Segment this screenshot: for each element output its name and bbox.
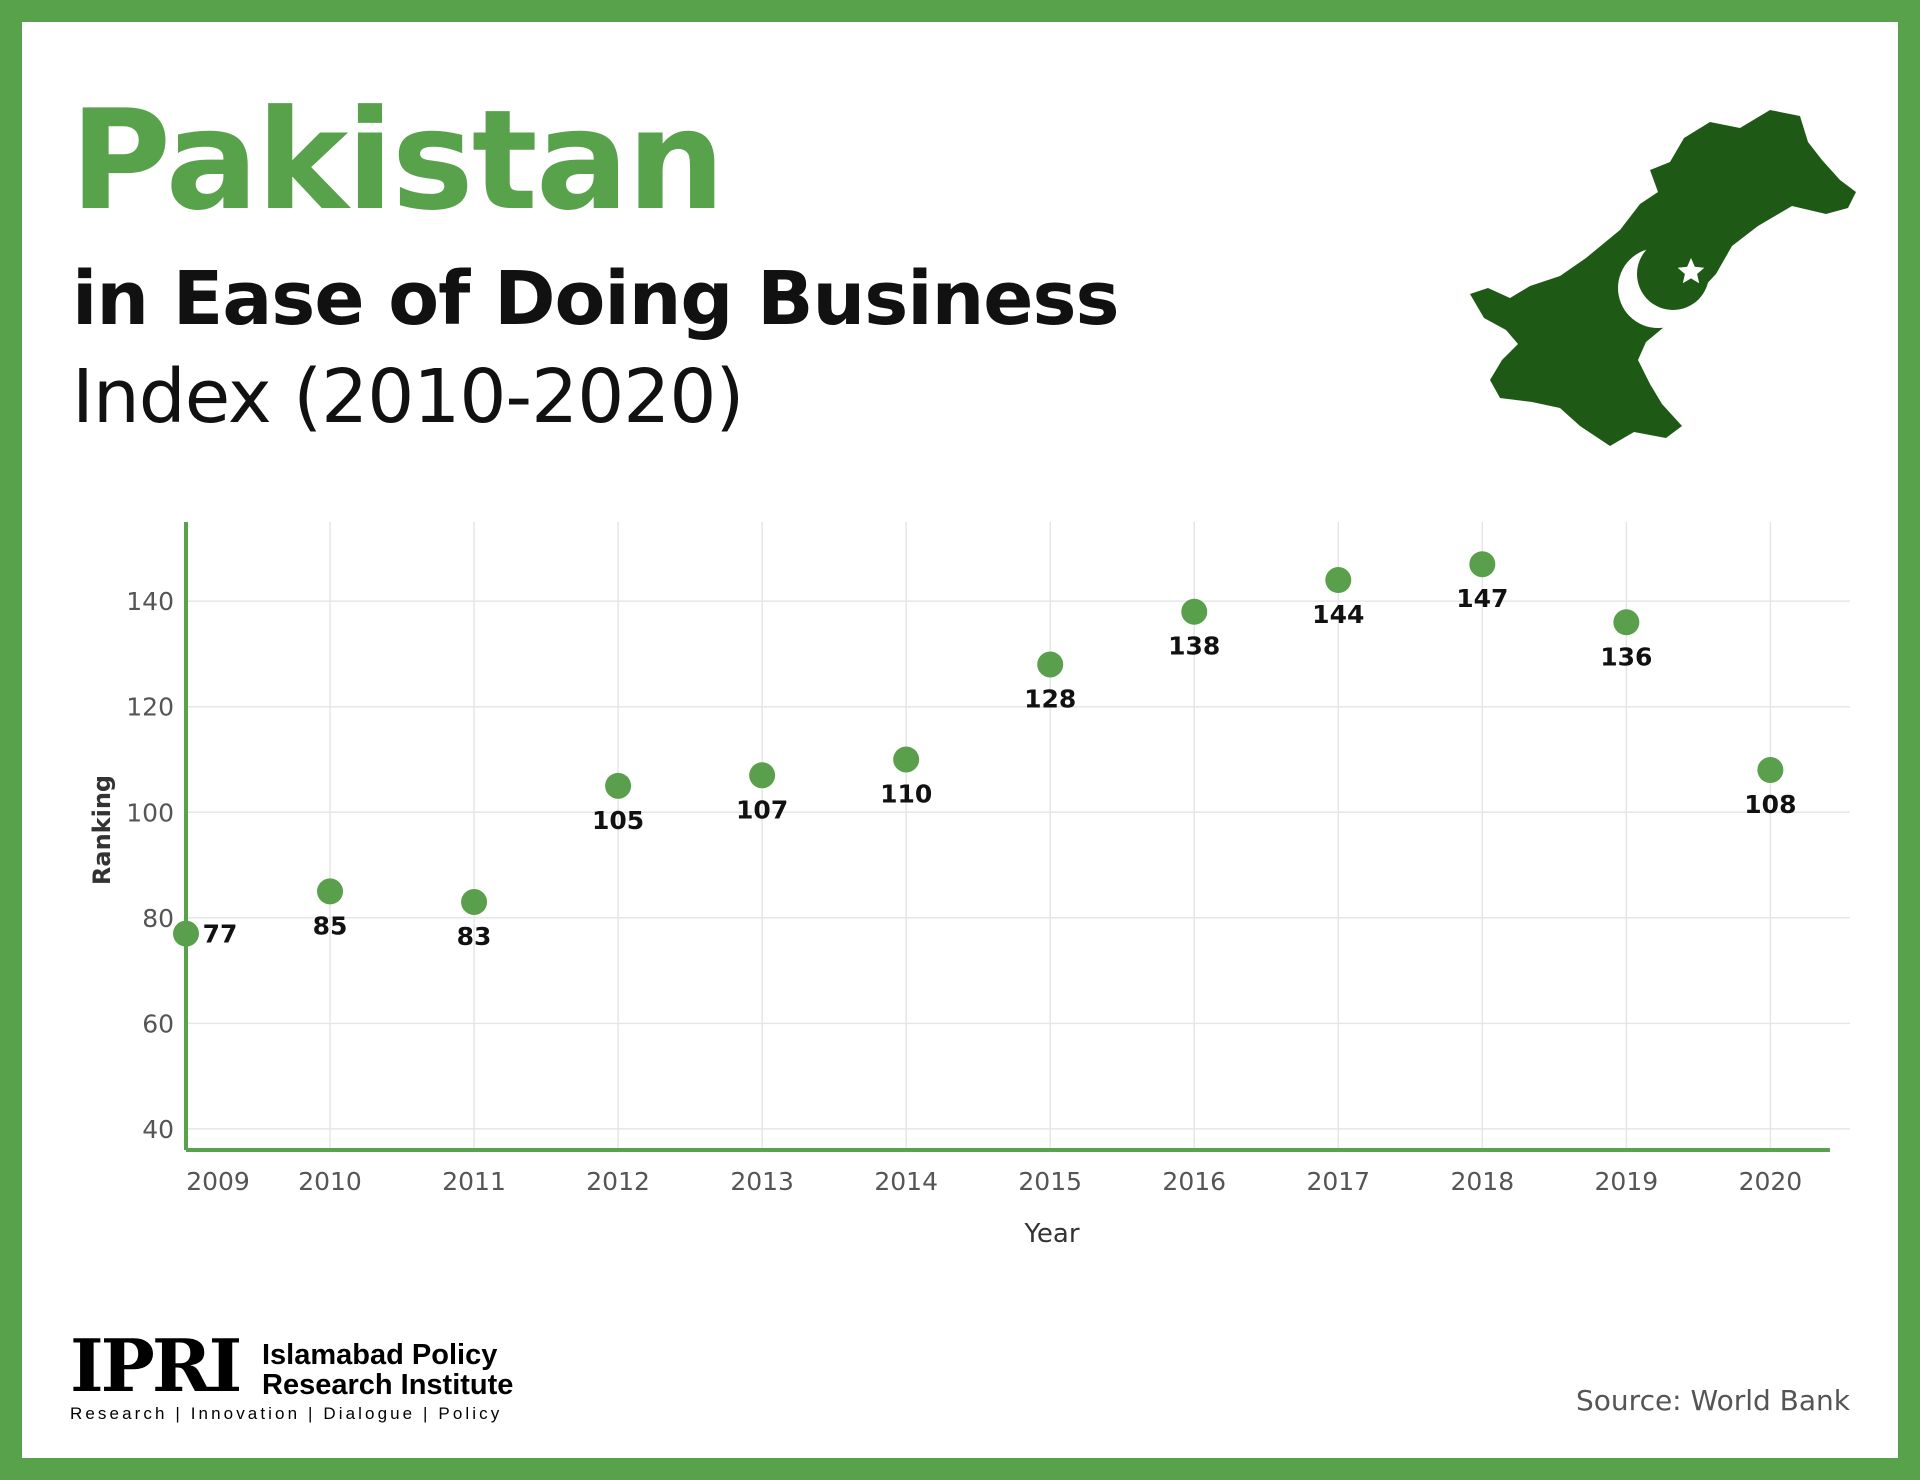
- x-tick-label: 2019: [1595, 1167, 1659, 1196]
- data-label: 108: [1744, 790, 1796, 819]
- y-tick-label: 100: [126, 798, 174, 827]
- x-tick-label: 2014: [874, 1167, 938, 1196]
- logo-tagline: Research | Innovation | Dialogue | Polic…: [70, 1404, 503, 1423]
- x-tick-label: 2012: [586, 1167, 650, 1196]
- data-point: [1613, 609, 1640, 636]
- ipri-logo: IPRI Islamabad Policy Research Institute…: [70, 1330, 530, 1426]
- x-tick-label: 2020: [1739, 1167, 1803, 1196]
- data-labels: 77 85 83 105 107 110 128 138 144 147 136 108: [203, 584, 1797, 951]
- page-title: Pakistan: [70, 80, 725, 241]
- data-label: 147: [1456, 584, 1508, 613]
- x-tick-label: 2016: [1162, 1167, 1226, 1196]
- pakistan-map-icon: [1470, 110, 1856, 446]
- data-label: 110: [880, 779, 932, 808]
- logo-name-line1: Islamabad Policy: [262, 1339, 498, 1371]
- y-tick-labels: 40 60 80 100 120 140: [126, 587, 174, 1144]
- y-tick-label: 120: [126, 693, 174, 722]
- data-points: [173, 551, 1784, 947]
- x-tick-label: 2015: [1018, 1167, 1082, 1196]
- data-point: [605, 772, 632, 799]
- data-point: [893, 746, 920, 773]
- chart-grid: [186, 522, 1850, 1150]
- data-point: [461, 888, 488, 915]
- x-tick-label: 2017: [1306, 1167, 1370, 1196]
- data-label: 83: [457, 922, 492, 951]
- data-label: 144: [1312, 600, 1364, 629]
- data-point: [1325, 567, 1352, 594]
- data-point: [317, 878, 344, 905]
- x-tick-labels: 2009 2010 2011 2012 2013 2014 2015 2016 2017 2018…: [186, 1167, 1802, 1196]
- logo-name: Islamabad Policy Research Institute: [262, 1340, 542, 1400]
- data-point: [173, 920, 199, 947]
- x-tick-label: 2018: [1451, 1167, 1515, 1196]
- data-point: [1469, 551, 1496, 578]
- y-tick-label: 40: [142, 1115, 174, 1144]
- data-point: [1037, 651, 1064, 678]
- x-tick-label: 2009: [186, 1167, 250, 1196]
- x-axis-label: Year: [1023, 1219, 1079, 1249]
- data-label: 138: [1168, 632, 1220, 661]
- page-subtitle: in Ease of Doing Business: [72, 256, 1120, 342]
- crescent-star-icon: [1618, 238, 1709, 328]
- source-note: Source: World Bank: [1576, 1384, 1850, 1417]
- x-tick-label: 2013: [730, 1167, 794, 1196]
- data-label: 128: [1024, 684, 1076, 713]
- logo-name-line2: Research Institute: [262, 1369, 514, 1401]
- page-subtitle-index: Index (2010-2020): [72, 354, 744, 440]
- x-tick-label: 2011: [442, 1167, 506, 1196]
- data-label: 85: [313, 911, 348, 940]
- x-tick-label: 2010: [298, 1167, 362, 1196]
- data-label: 77: [203, 920, 238, 949]
- data-label: 107: [736, 795, 788, 824]
- data-label: 105: [592, 806, 644, 835]
- data-label: 136: [1600, 642, 1652, 671]
- data-point: [749, 762, 776, 789]
- data-point: [1757, 757, 1784, 784]
- y-axis-label: Ranking: [88, 775, 116, 885]
- logo-mark: IPRI: [70, 1323, 242, 1408]
- y-tick-label: 80: [142, 904, 174, 933]
- y-tick-label: 60: [142, 1009, 174, 1038]
- y-tick-label: 140: [126, 587, 174, 616]
- data-point: [1181, 598, 1208, 625]
